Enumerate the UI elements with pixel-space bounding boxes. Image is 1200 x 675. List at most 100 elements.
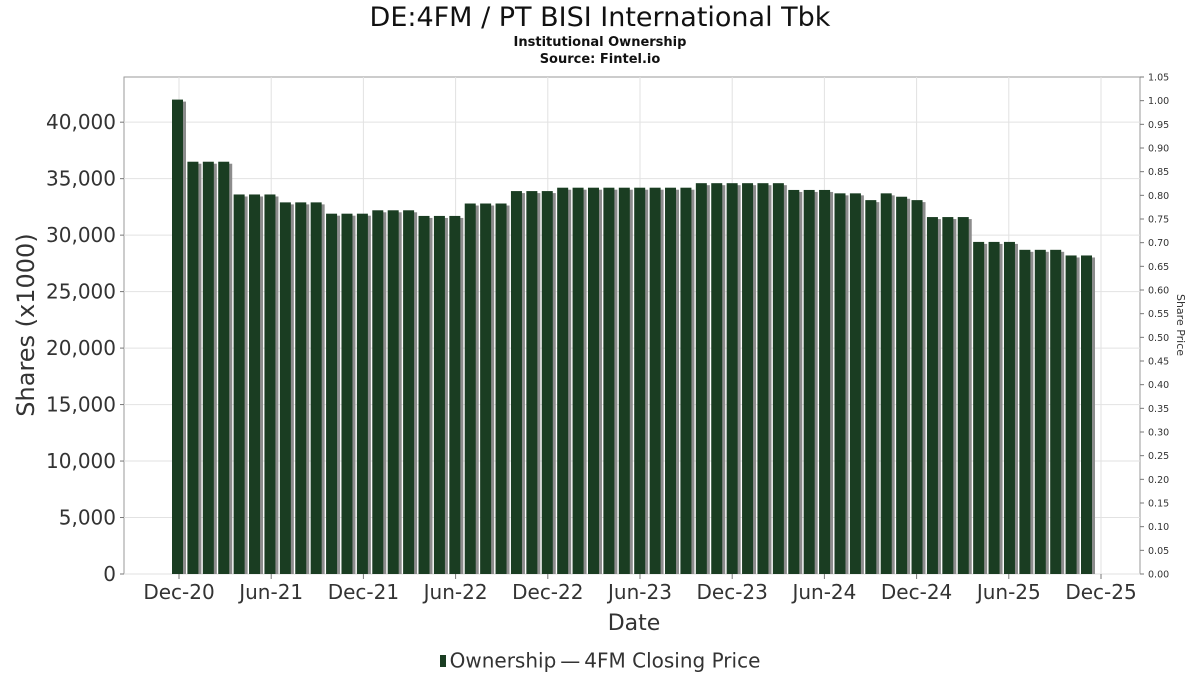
ownership-bar — [187, 161, 199, 574]
y-tick-label: 5,000 — [59, 506, 116, 530]
ownership-bar — [742, 183, 754, 574]
y2-tick-label: 0.20 — [1148, 475, 1169, 486]
ownership-bar — [896, 196, 908, 574]
y2-tick-label: 0.65 — [1148, 262, 1169, 273]
ownership-bar — [233, 194, 245, 575]
y2-tick-label: 0.70 — [1148, 238, 1169, 249]
x-tick-label: Dec-25 — [1065, 580, 1136, 604]
chart-title: DE:4FM / PT BISI International Tbk — [369, 2, 831, 33]
ownership-bar — [218, 161, 230, 574]
ownership-bar — [557, 187, 569, 575]
y-tick-label: 40,000 — [46, 110, 116, 134]
ownership-bar — [865, 200, 877, 574]
ownership-bar — [172, 99, 183, 574]
ownership-bar — [495, 203, 507, 574]
x-tick-label: Dec-20 — [143, 580, 214, 604]
y2-tick-label: 0.25 — [1148, 451, 1169, 462]
ownership-bar — [1019, 249, 1031, 575]
y2-tick-label: 0.10 — [1148, 522, 1169, 533]
y2-tick-label: 0.55 — [1148, 309, 1169, 320]
y-tick-label: 15,000 — [46, 393, 116, 417]
x-tick-label: Dec-21 — [328, 580, 399, 604]
y2-tick-label: 0.80 — [1148, 191, 1169, 202]
ownership-bar — [449, 215, 461, 575]
y2-tick-label: 0.45 — [1148, 357, 1169, 368]
ownership-bar — [326, 213, 338, 575]
ownership-bar — [356, 213, 368, 575]
y-axis: 0 5,000 10,000 15,000 20,000 25,000 30,000 35,0… — [46, 110, 124, 586]
ownership-bar — [341, 213, 353, 575]
ownership-bar — [726, 183, 738, 574]
x-axis: Dec-20 Jun-21 Dec-21 Jun-22 Dec-22 Jun-23 Dec-… — [143, 574, 1137, 604]
ownership-bar — [803, 189, 815, 575]
x-tick-label: Jun-23 — [606, 580, 672, 604]
ownership-swatch-icon — [439, 654, 446, 667]
y2-tick-label: 0.15 — [1148, 499, 1169, 510]
chart-subtitle: Institutional Ownership — [513, 35, 687, 50]
ownership-bar — [988, 241, 1000, 574]
ownership-bar — [772, 183, 784, 574]
ownership-bar — [1034, 249, 1046, 575]
y2-tick-label: 0.75 — [1148, 215, 1169, 226]
x-tick-label: Dec-24 — [881, 580, 952, 604]
y2-tick-label: 0.35 — [1148, 404, 1169, 415]
ownership-bar — [618, 187, 630, 575]
ownership-bar — [695, 183, 707, 574]
ownership-bar — [264, 194, 276, 575]
y-axis-label: Shares (x1000) — [12, 233, 40, 416]
x-axis-label: Date — [608, 611, 661, 636]
x-tick-label: Jun-22 — [422, 580, 488, 604]
ownership-bar — [957, 217, 969, 574]
ownership-bar — [295, 202, 307, 574]
ownership-bar — [665, 187, 677, 575]
ownership-bar — [202, 161, 214, 574]
ownership-bar — [372, 210, 384, 574]
y2-tick-label: 0.90 — [1148, 144, 1169, 155]
ownership-bar — [680, 187, 692, 575]
ownership-bar — [510, 191, 522, 574]
ownership-bar — [788, 189, 800, 575]
y2-axis: 0.00 0.05 0.10 0.15 0.20 0.25 0.30 0.35 0.40 0.45… — [1140, 73, 1169, 581]
y2-tick-label: 0.00 — [1148, 570, 1169, 581]
ownership-bar — [634, 187, 646, 575]
x-tick-label: Jun-21 — [237, 580, 303, 604]
ownership-bar — [1050, 249, 1062, 575]
ownership-bar — [433, 215, 445, 575]
ownership-bar — [880, 193, 892, 574]
ownership-bar — [1003, 241, 1015, 574]
bars — [172, 99, 1095, 575]
ownership-bar — [834, 193, 846, 574]
ownership-bar — [926, 217, 938, 574]
ownership-bar — [387, 210, 399, 574]
x-tick-label: Jun-24 — [790, 580, 856, 604]
y-tick-label: 0 — [103, 562, 116, 586]
y2-tick-label: 0.60 — [1148, 286, 1169, 297]
y2-tick-label: 0.50 — [1148, 333, 1169, 344]
ownership-bar — [541, 191, 553, 574]
ownership-bar — [418, 215, 430, 575]
y2-tick-label: 0.95 — [1148, 120, 1169, 131]
ownership-bar — [942, 217, 954, 574]
ownership-bar — [403, 210, 415, 574]
y2-tick-label: 0.85 — [1148, 167, 1169, 178]
ownership-bar — [819, 189, 831, 575]
y2-tick-label: 0.40 — [1148, 380, 1169, 391]
x-tick-label: Jun-25 — [975, 580, 1041, 604]
ownership-bar — [603, 187, 615, 575]
y2-tick-label: 0.30 — [1148, 428, 1169, 439]
y2-axis-label: Share Price — [1174, 294, 1187, 356]
y-tick-label: 25,000 — [46, 280, 116, 304]
ownership-bar — [1081, 255, 1092, 574]
x-tick-label: Dec-22 — [512, 580, 583, 604]
price-line-icon: — — [560, 648, 581, 673]
ownership-bar — [526, 191, 538, 574]
legend-ownership: Ownership — [449, 648, 557, 673]
ownership-bar — [464, 203, 476, 574]
y2-tick-label: 1.05 — [1148, 73, 1169, 84]
ownership-bar — [279, 202, 291, 574]
y2-tick-label: 1.00 — [1148, 96, 1169, 107]
ownership-bar — [757, 183, 769, 574]
x-tick-label: Dec-23 — [697, 580, 768, 604]
ownership-bar — [572, 187, 584, 575]
